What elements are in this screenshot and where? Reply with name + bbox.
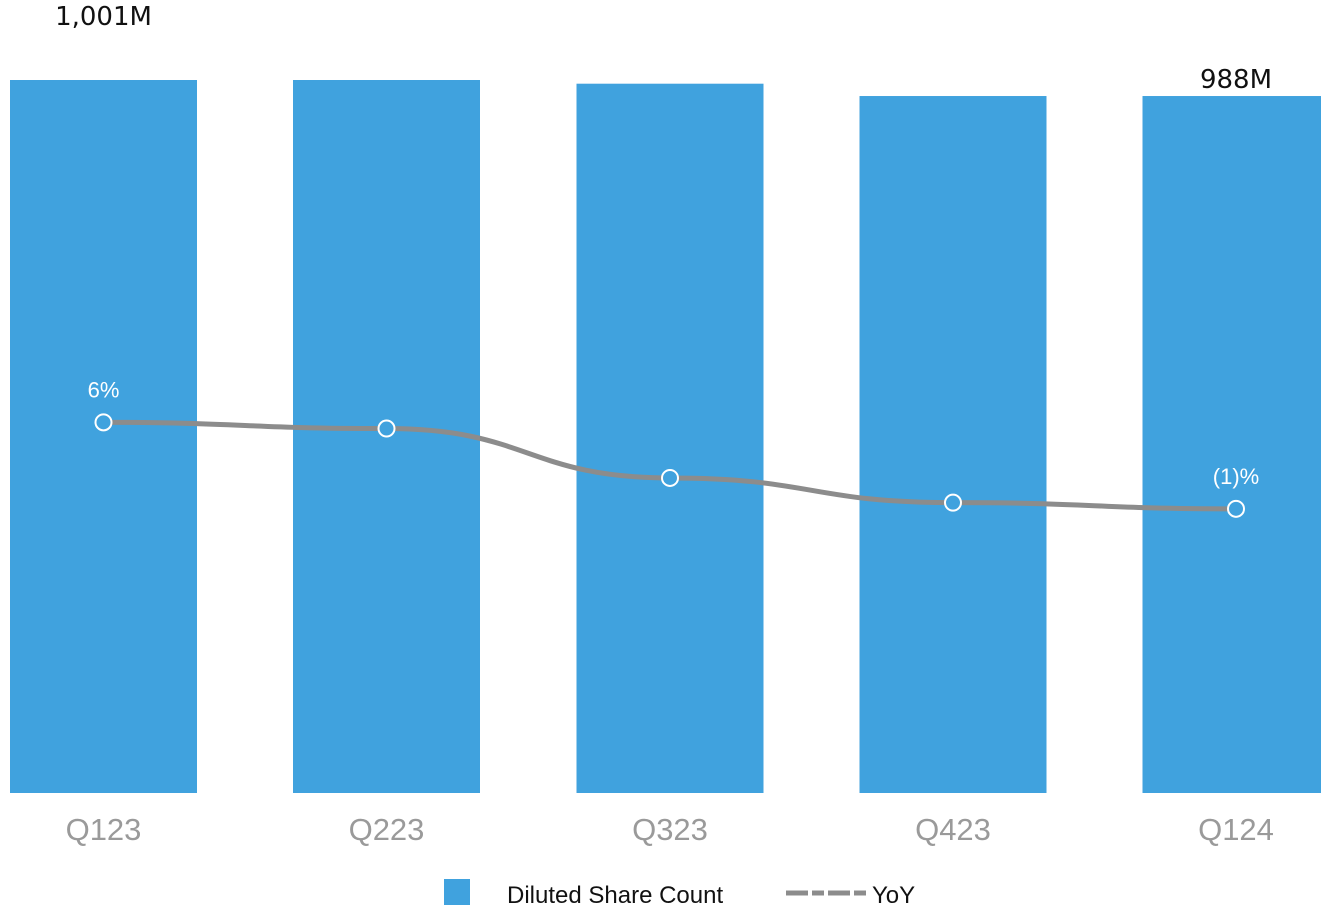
x-tick-label-q323: Q323 [632, 812, 708, 847]
yoy-point-q123 [94, 413, 113, 432]
legend-label-yoy: YoY [872, 882, 915, 906]
bars-layer [10, 80, 1321, 794]
yoy-point-q423 [944, 493, 962, 512]
bar-q124 [1142, 96, 1321, 794]
legend-label-diluted-share-count: Diluted Share Count [507, 882, 723, 906]
bar-q123 [10, 80, 197, 793]
x-tick-label-q124: Q124 [1198, 812, 1274, 847]
labels-layer: Q123 Q223 Q323 Q423 Q124 1,001M 988M 6% (1)% [55, 2, 1274, 847]
yoy-point-q124 [1227, 499, 1245, 518]
legend-swatch-diluted-share-count [444, 879, 470, 905]
bar-q323 [576, 83, 764, 793]
bar-value-label-q123: 1,001M [55, 2, 152, 32]
yoy-point-q223 [377, 419, 396, 438]
yoy-line-layer [94, 413, 1245, 518]
x-tick-label-q223: Q223 [349, 812, 425, 847]
bar-value-label-q124: 988M [1200, 65, 1272, 95]
yoy-point-label-q123: 6% [88, 377, 120, 402]
yoy-point-q323 [661, 468, 679, 487]
legend: Diluted Share Count YoY [444, 879, 915, 906]
bar-q423 [859, 96, 1047, 794]
x-tick-label-q123: Q123 [66, 812, 142, 847]
yoy-point-label-q124: (1)% [1213, 464, 1259, 489]
x-tick-label-q423: Q423 [915, 812, 991, 847]
